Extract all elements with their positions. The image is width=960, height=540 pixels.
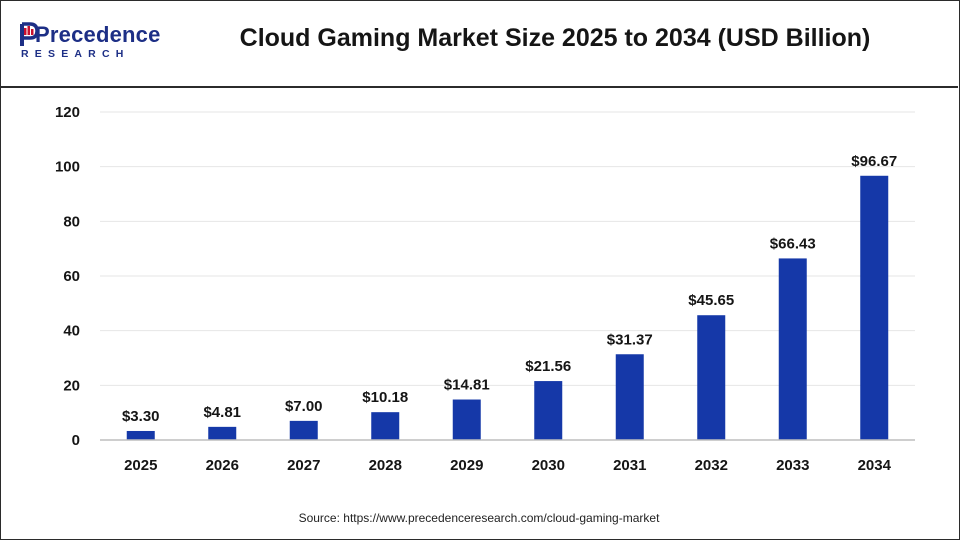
data-labels: $3.30 $4.81 $7.00 $10.18 $14.81 $21.56 $31.37 $… xyxy=(122,153,897,425)
data-label-2026: $4.81 xyxy=(203,404,241,421)
y-tick-label: 120 xyxy=(55,104,80,121)
bar-2031 xyxy=(615,354,644,440)
data-label-2030: $21.56 xyxy=(525,358,571,375)
data-label-2027: $7.00 xyxy=(285,398,323,415)
brand-logo: Precedence RESEARCH xyxy=(18,20,161,64)
y-tick-label: 40 xyxy=(63,323,80,340)
logo-mark-icon xyxy=(20,22,39,46)
x-tick-label-2034: 2034 xyxy=(858,457,892,474)
bar-2033 xyxy=(778,258,807,440)
bar-2026 xyxy=(208,426,237,440)
x-tick-label-2026: 2026 xyxy=(206,457,239,474)
bar-2029 xyxy=(452,399,481,440)
y-tick-label: 100 xyxy=(55,159,80,176)
x-tick-label-2025: 2025 xyxy=(124,457,157,474)
bar-2027 xyxy=(289,420,318,440)
y-axis-ticks: 0 20 40 60 80 100 120 xyxy=(55,104,80,449)
y-tick-label: 60 xyxy=(63,268,80,285)
x-tick-label-2029: 2029 xyxy=(450,457,483,474)
data-label-2029: $14.81 xyxy=(444,377,490,394)
data-label-2028: $10.18 xyxy=(362,389,408,406)
y-tick-label: 20 xyxy=(63,377,80,394)
data-label-2025: $3.30 xyxy=(122,408,160,425)
data-label-2033: $66.43 xyxy=(770,235,816,252)
y-tick-label: 0 xyxy=(72,432,80,449)
bar-2028 xyxy=(371,412,400,440)
header: Precedence RESEARCH Cloud Gaming Market … xyxy=(0,0,958,88)
chart-title: Cloud Gaming Market Size 2025 to 2034 (U… xyxy=(239,24,871,52)
bar-2025 xyxy=(126,430,155,440)
bar-2030 xyxy=(534,381,563,440)
x-tick-label-2031: 2031 xyxy=(613,457,646,474)
data-label-2032: $45.65 xyxy=(688,292,734,309)
logo-subtext: RESEARCH xyxy=(21,48,130,60)
data-label-2031: $31.37 xyxy=(607,331,653,348)
bar-2034 xyxy=(860,175,889,440)
x-tick-label-2028: 2028 xyxy=(369,457,402,474)
y-tick-label: 80 xyxy=(63,213,80,230)
x-tick-label-2033: 2033 xyxy=(776,457,809,474)
logo-wordmark: Precedence xyxy=(35,22,161,47)
x-tick-label-2032: 2032 xyxy=(695,457,728,474)
bars xyxy=(126,175,889,440)
x-tick-label-2027: 2027 xyxy=(287,457,320,474)
source-note: Source: https://www.precedenceresearch.c… xyxy=(298,511,660,525)
data-label-2034: $96.67 xyxy=(851,153,897,170)
bar-chart: 0 20 40 60 80 100 120 $3.30 $4.81 $7.00 $10.18 $14… xyxy=(55,104,915,474)
header-divider xyxy=(0,86,958,88)
bar-2032 xyxy=(697,315,726,440)
x-tick-label-2030: 2030 xyxy=(532,457,565,474)
x-axis-ticks: 2025 2026 2027 2028 2029 2030 2031 2032 2033 2034 xyxy=(124,457,892,474)
